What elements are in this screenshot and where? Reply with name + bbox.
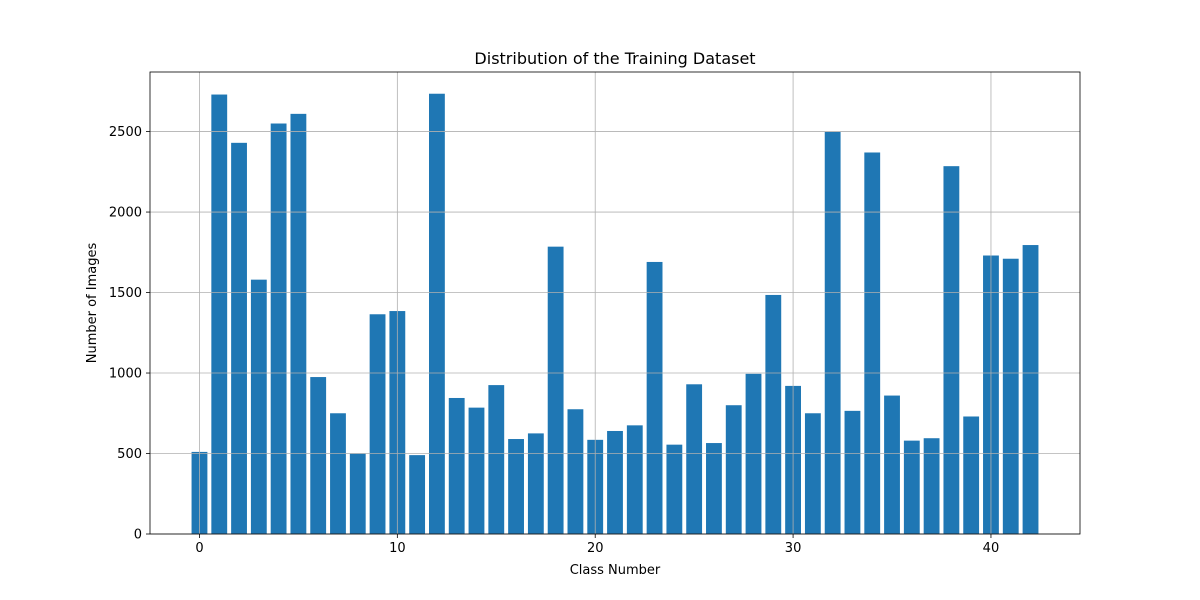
bar-class-39	[963, 416, 980, 534]
bar-class-14	[468, 407, 485, 534]
bar-class-35	[884, 395, 900, 534]
bar-class-32	[824, 131, 841, 534]
bar-class-6	[310, 377, 327, 534]
bar-class-31	[804, 413, 821, 534]
bar-class-26	[706, 443, 722, 534]
bar-class-8	[349, 453, 366, 534]
y-tick-label: 2500	[109, 125, 142, 140]
x-tick-label: 40	[983, 541, 1000, 556]
x-tick-label: 0	[195, 541, 203, 556]
bar-class-22	[626, 425, 643, 534]
bar-class-33	[844, 410, 861, 534]
bar-class-5	[290, 113, 307, 534]
x-axis-label: Class Number	[570, 563, 661, 578]
bar-class-25	[686, 384, 703, 534]
plot-frame	[149, 71, 1081, 535]
bar-class-3	[250, 279, 267, 534]
bars	[191, 93, 1039, 535]
bar-class-38	[943, 166, 960, 535]
y-tick-label: 0	[134, 528, 142, 543]
bar-class-9	[369, 314, 386, 534]
bar-class-24	[666, 444, 683, 534]
x-tick-label: 30	[785, 541, 802, 556]
bar-class-16	[508, 439, 524, 534]
chart-title: Distribution of the Training Dataset	[474, 49, 755, 68]
bar-class-15	[488, 385, 505, 534]
bar-class-18	[547, 246, 564, 534]
bar-class-11	[409, 455, 426, 534]
grid	[150, 72, 1080, 535]
y-axis-label: Number of Images	[85, 243, 100, 364]
bar-class-4	[270, 123, 287, 534]
y-tick-label: 2000	[109, 206, 142, 221]
bar-class-19	[567, 409, 584, 534]
bar-class-23	[646, 261, 663, 534]
bar-class-42	[1022, 245, 1039, 535]
bar-class-34	[864, 152, 881, 535]
bar-class-41	[1002, 258, 1019, 534]
bar-class-2	[231, 142, 247, 534]
bar-class-17	[527, 433, 544, 534]
bar-class-21	[607, 430, 623, 534]
y-tick-label: 1000	[109, 367, 142, 382]
bar-class-28	[745, 373, 762, 534]
x-axis-ticks: 0 10 20 30 40	[195, 534, 999, 556]
bar-class-37	[923, 438, 940, 534]
bar-class-12	[429, 93, 445, 535]
bar-class-36	[903, 440, 920, 534]
bar-class-29	[765, 294, 782, 534]
bar-class-13	[448, 397, 465, 534]
bar-class-27	[725, 405, 742, 534]
y-tick-label: 1500	[109, 286, 142, 301]
x-tick-label: 20	[587, 541, 604, 556]
x-tick-label: 10	[389, 541, 406, 556]
y-tick-label: 500	[117, 447, 142, 462]
bar-class-7	[330, 413, 346, 534]
bar-class-1	[211, 94, 228, 534]
y-axis-ticks: 0 500 1000 1500 2000 2500	[109, 125, 150, 543]
